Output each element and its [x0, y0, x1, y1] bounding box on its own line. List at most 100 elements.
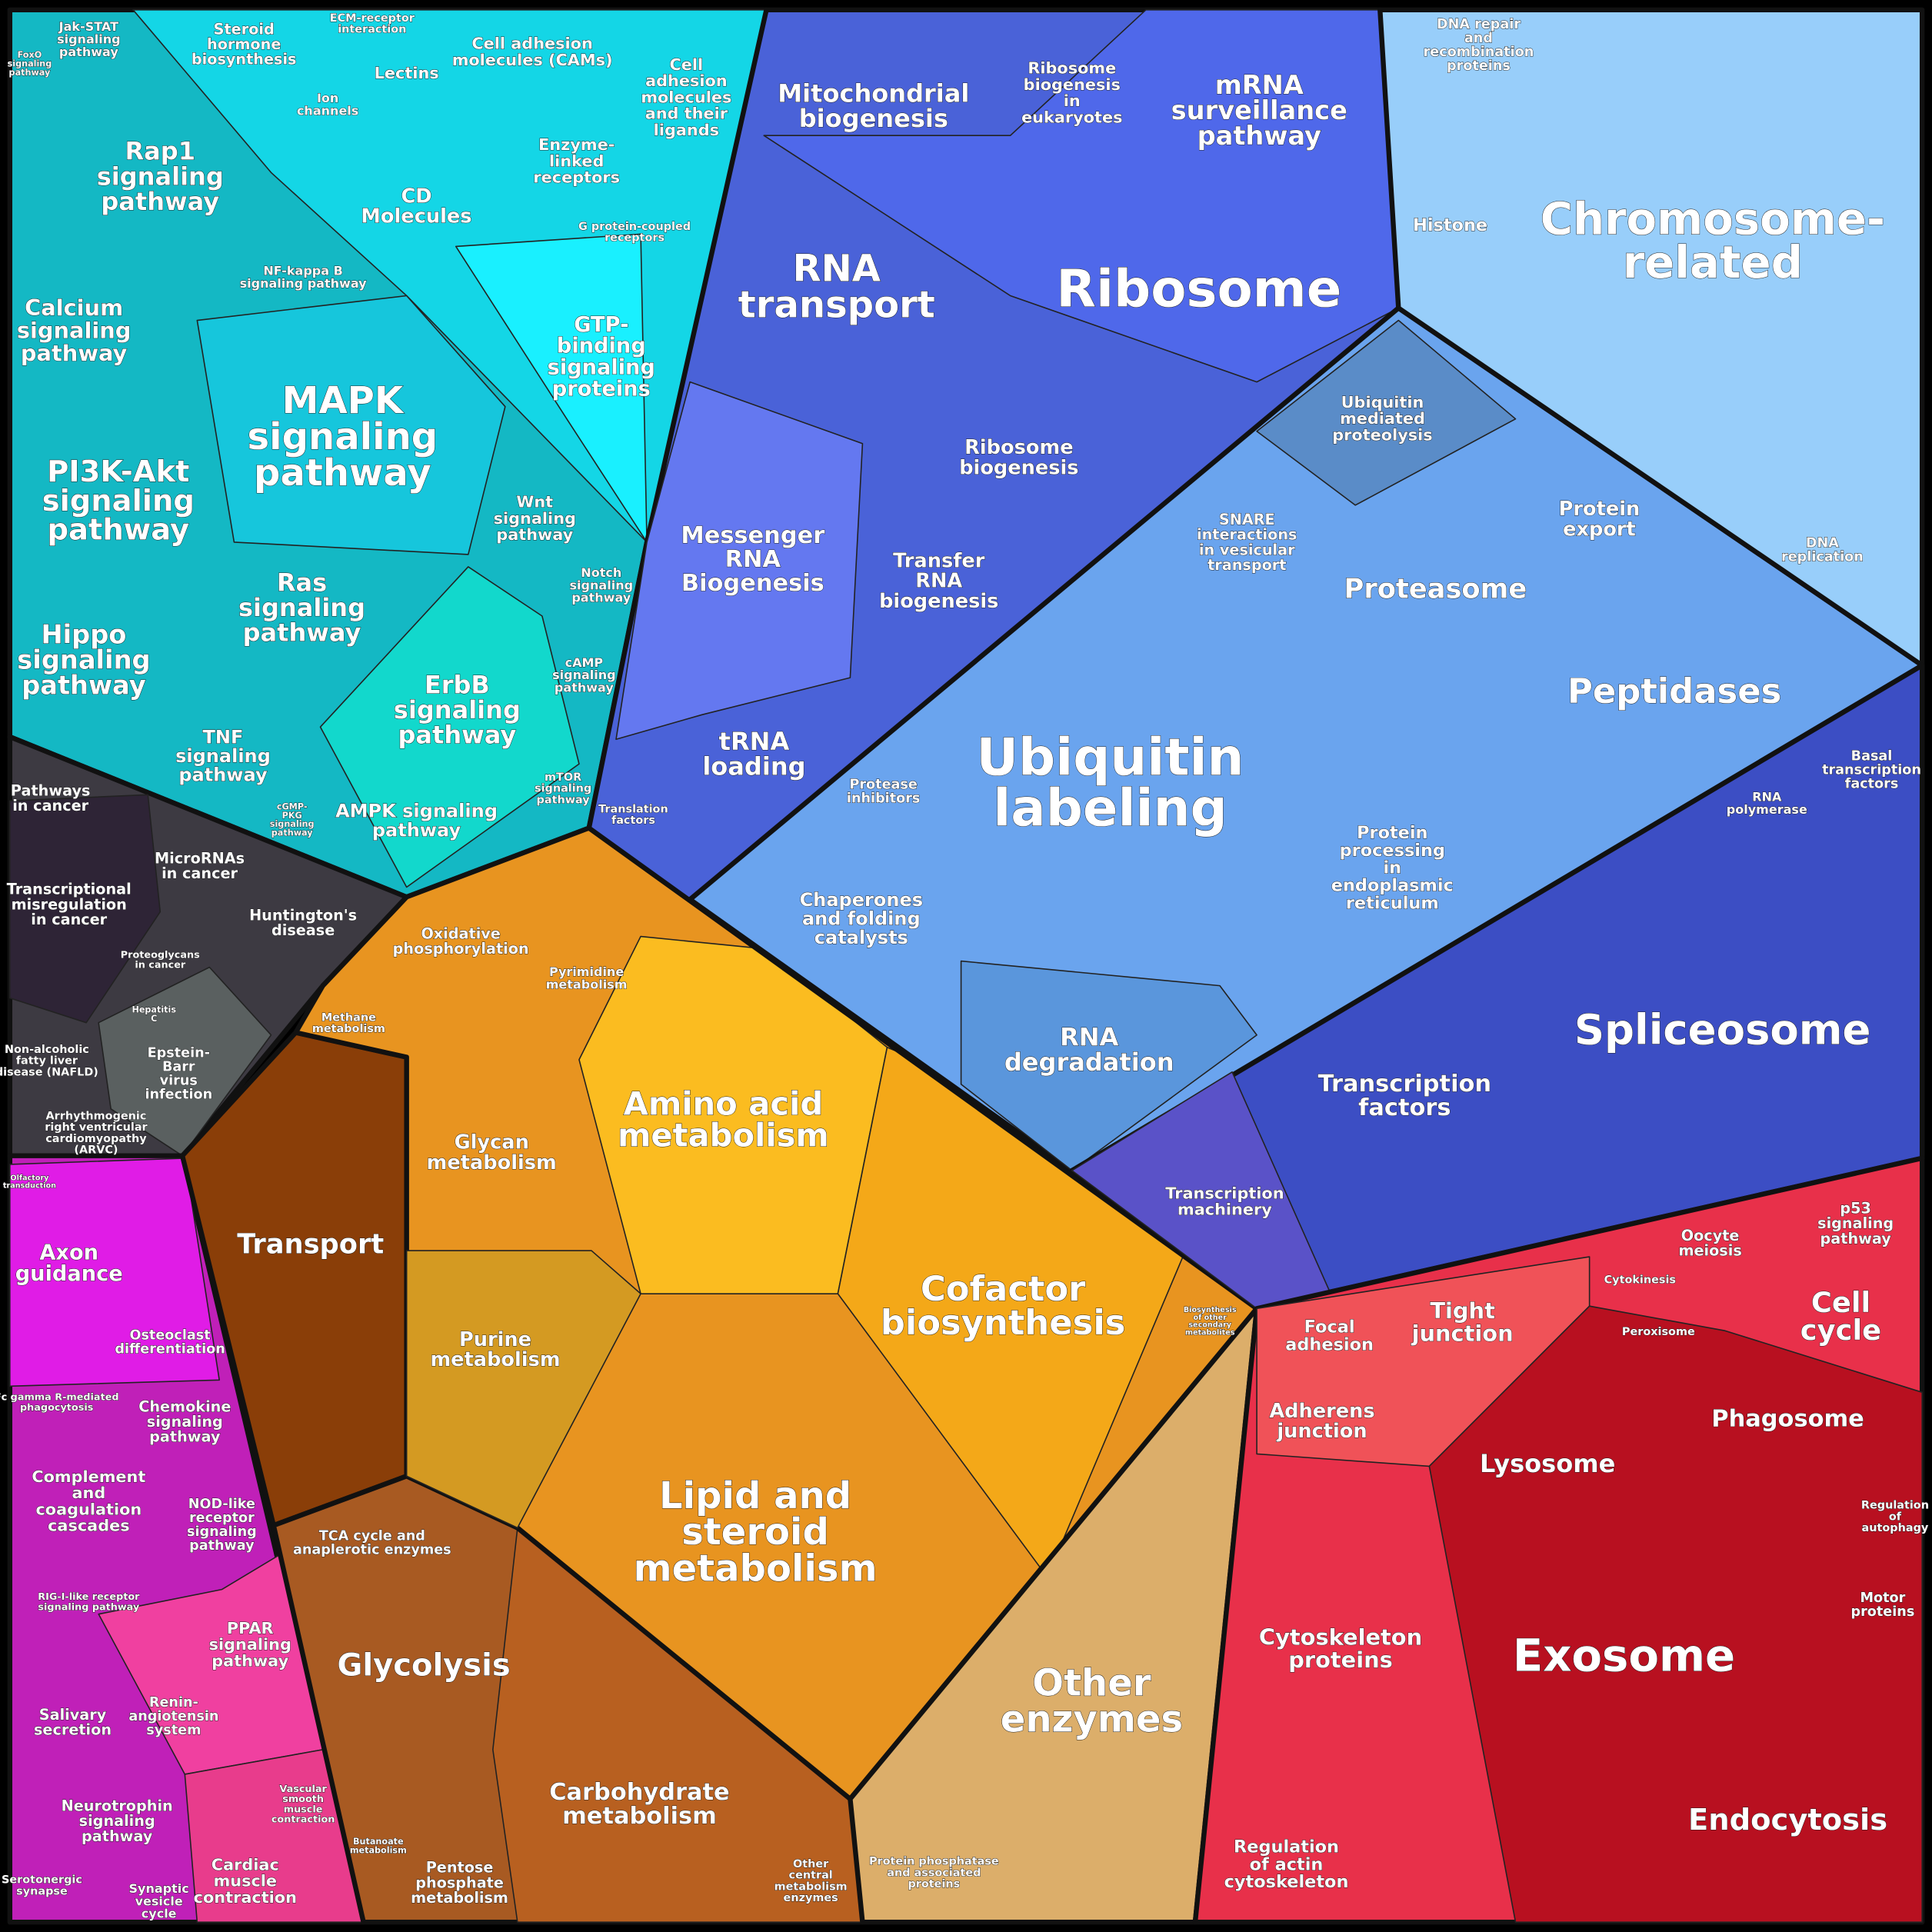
label-line: signaling	[97, 162, 224, 191]
label-line: Mitochondrial	[778, 78, 969, 108]
label-line: Cardiac	[212, 1855, 279, 1874]
cell	[98, 966, 272, 1157]
pathway-label: Other central metabolism enzymes	[774, 1858, 848, 1904]
pathway-label: Renin-angiotensin system	[128, 1695, 218, 1738]
label-line: Proteoglycans	[121, 949, 200, 961]
pathway-label: Salivary secretion	[34, 1706, 112, 1739]
label-line: labeling	[993, 778, 1227, 838]
label-line: in cancer	[12, 797, 88, 814]
pathway-label: Non-alcoholic fatty liver disease (NAFLD)	[0, 1044, 98, 1078]
pathway-label: Rap1 signaling pathway	[97, 137, 224, 216]
label-line: Cell	[670, 55, 704, 74]
label-line: Neurotrophin	[62, 1797, 173, 1814]
label-line: angiotensin	[128, 1709, 218, 1724]
pathway-label: MicroRNAs in cancer	[155, 849, 245, 882]
label-line: cycle	[142, 1906, 177, 1920]
pathway-label: Carbohydrate metabolism	[549, 1778, 730, 1829]
label-line: metabolism	[350, 1845, 407, 1855]
label-line: FoxO	[18, 50, 42, 60]
label-line: in cancer	[31, 910, 107, 928]
label-line: export	[1563, 518, 1636, 541]
pathway-label: FoxO signaling pathway	[8, 50, 52, 78]
label-line: Protein	[1559, 498, 1641, 521]
label-line: and	[72, 1484, 105, 1502]
pathway-label: Spliceosome	[1574, 1005, 1871, 1054]
pathway-label: Lysosome	[1480, 1449, 1615, 1478]
label-line: recombination	[1424, 45, 1534, 60]
pathway-label: Chemokine signaling pathway	[138, 1397, 231, 1445]
label-line: transport	[1208, 555, 1286, 573]
label-line: PI3K-Akt	[47, 455, 189, 489]
label-line: Transfer	[893, 550, 985, 573]
label-line: metabolism	[546, 977, 628, 991]
pathway-label: p53 signaling pathway	[1817, 1199, 1894, 1247]
label-line: Carbohydrate	[549, 1778, 730, 1805]
label-line: infection	[145, 1088, 212, 1103]
label-line: degradation	[1004, 1048, 1174, 1077]
label-line: coagulation	[35, 1500, 142, 1518]
label-line: receptors	[605, 232, 665, 244]
pathway-label: Regulation of autophagy	[1861, 1500, 1929, 1534]
pathway-label: Jak-STAT signaling pathway	[57, 19, 121, 59]
pathway-label: Transport	[237, 1229, 384, 1261]
label-line: signaling pathway	[240, 275, 368, 290]
label-line: receptor	[189, 1511, 255, 1526]
label-line: proteolysis	[1332, 425, 1432, 444]
label-line: metabolism	[774, 1880, 848, 1893]
pathway-label: Enzyme-linked receptors	[533, 135, 620, 186]
label-line: cGMP-	[277, 801, 308, 811]
label-line: pathway	[21, 340, 128, 366]
label-line: Cell	[1811, 1285, 1870, 1318]
pathway-label: Lipid and steroid metabolism	[634, 1474, 878, 1590]
pathway-label: Neurotrophin signaling pathway	[62, 1797, 173, 1844]
label-line: Methane	[321, 1011, 376, 1024]
pathway-label: Messenger RNA Biogenesis	[681, 521, 824, 596]
label-line: Protein phosphatase	[869, 1856, 999, 1868]
label-line: TNF	[203, 727, 244, 748]
label-line: reticulum	[1346, 893, 1439, 913]
label-line: MicroRNAs	[155, 849, 245, 867]
label-line: mRNA	[1215, 70, 1304, 100]
label-line: ErbB	[425, 670, 490, 699]
label-line: tRNA	[719, 727, 790, 756]
label-line: Ras	[277, 568, 327, 597]
label-line: metabolism	[634, 1547, 878, 1590]
label-line: Basal	[1851, 749, 1893, 764]
label-line: catalysts	[814, 927, 908, 948]
label-line: in cancer	[162, 864, 238, 882]
label-line: Huntington's	[249, 906, 357, 924]
label-line: Translation	[598, 804, 668, 816]
label-line: DNA	[1806, 536, 1839, 551]
label-line: pathway	[537, 794, 591, 806]
pathway-label: Methane metabolism	[312, 1011, 385, 1035]
label-line: PPAR	[227, 1619, 274, 1637]
label-line: PKG	[282, 811, 302, 821]
pathway-label: Cytoskeleton proteins	[1259, 1624, 1422, 1673]
label-line: pathway	[9, 68, 51, 78]
label-line: signaling	[147, 1413, 223, 1431]
pathway-label: TCA cycle and anaplerotic enzymes	[293, 1529, 451, 1558]
label-line: Pyrimidine	[549, 964, 624, 979]
label-line: transduction	[3, 1181, 56, 1190]
label-line: disease (NAFLD)	[0, 1066, 98, 1078]
label-line: pathway	[398, 721, 516, 750]
label-line: related	[1623, 235, 1803, 288]
label-line: synapse	[16, 1885, 68, 1897]
pathway-label: mTOR signaling pathway	[535, 771, 591, 806]
label-line: meiosis	[1678, 1241, 1741, 1259]
label-line: Ion	[317, 91, 338, 105]
label-line: metabolism	[411, 1888, 508, 1906]
label-line: Serotonergic	[2, 1874, 82, 1887]
label-line: secondary	[1188, 1321, 1231, 1330]
label-line: Rap1	[125, 137, 196, 166]
pathway-label: RNA polymerase	[1727, 789, 1807, 816]
label-line: biogenesis	[1024, 75, 1121, 94]
label-line: signaling	[17, 318, 132, 344]
label-line: vesicle	[135, 1894, 183, 1908]
pathway-label: Oxidative phosphorylation	[393, 924, 529, 958]
pathway-label: Glycan metabolism	[427, 1131, 557, 1174]
pathway-label: Transcriptional misregulation in cancer	[7, 880, 132, 928]
label-line: Vascular	[279, 1784, 327, 1795]
label-line: transport	[738, 284, 935, 327]
